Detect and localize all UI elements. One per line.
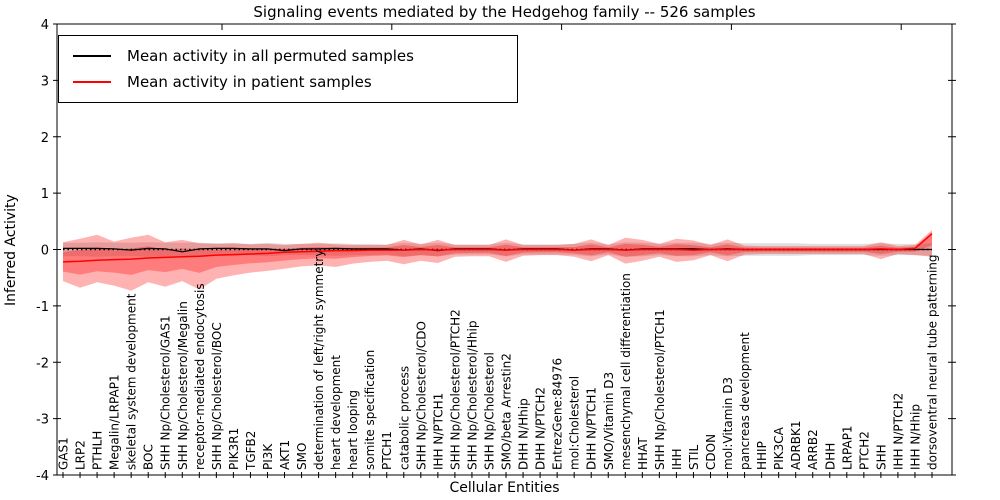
svg-text:IHH: IHH — [670, 448, 684, 470]
svg-text:SHH Np/Cholesterol: SHH Np/Cholesterol — [482, 352, 496, 470]
svg-text:skeletal system development: skeletal system development — [125, 293, 139, 470]
svg-text:ADRBK1: ADRBK1 — [789, 420, 803, 470]
svg-text:TGFB2: TGFB2 — [244, 431, 258, 471]
svg-text:DHH: DHH — [823, 443, 837, 470]
svg-text:LRP2: LRP2 — [74, 440, 88, 470]
svg-text:SHH Np/Cholesterol/GAS1: SHH Np/Cholesterol/GAS1 — [159, 315, 173, 470]
svg-text:-2: -2 — [36, 356, 49, 371]
svg-text:dorsoventral neural tube patte: dorsoventral neural tube patterning — [926, 254, 940, 470]
svg-text:heart looping: heart looping — [346, 390, 360, 470]
svg-text:2: 2 — [41, 131, 49, 146]
svg-text:SHH Np/Cholesterol/CDO: SHH Np/Cholesterol/CDO — [414, 321, 428, 470]
svg-text:SHH: SHH — [874, 444, 888, 470]
svg-text:SHH Np/Cholesterol/BOC: SHH Np/Cholesterol/BOC — [210, 322, 224, 470]
svg-text:SHH Np/Cholesterol/Hhip: SHH Np/Cholesterol/Hhip — [465, 321, 479, 470]
svg-text:pancreas development: pancreas development — [738, 332, 752, 470]
svg-text:GAS1: GAS1 — [57, 437, 71, 470]
svg-text:STIL: STIL — [687, 445, 701, 470]
svg-text:IHH N/PTCH1: IHH N/PTCH1 — [431, 393, 445, 470]
svg-text:-3: -3 — [36, 413, 49, 428]
svg-text:receptor-mediated endocytosis: receptor-mediated endocytosis — [193, 283, 207, 470]
svg-text:LRPAP1: LRPAP1 — [840, 425, 854, 470]
patient-line-swatch — [73, 81, 111, 83]
legend-item-patient: Mean activity in patient samples — [73, 69, 503, 95]
svg-text:PIK3CA: PIK3CA — [772, 426, 786, 470]
svg-text:BOC: BOC — [142, 444, 156, 470]
svg-text:mesenchymal cell differentiati: mesenchymal cell differentiation — [619, 273, 633, 470]
svg-text:0: 0 — [41, 244, 49, 259]
svg-text:DHH N/Hhip: DHH N/Hhip — [517, 398, 531, 470]
svg-text:PI3K: PI3K — [261, 443, 275, 470]
legend-item-permuted: Mean activity in all permuted samples — [73, 43, 503, 69]
svg-text:SMO: SMO — [295, 443, 309, 470]
svg-text:IHH N/Hhip: IHH N/Hhip — [908, 404, 922, 470]
svg-text:DHH N/PTCH1: DHH N/PTCH1 — [585, 387, 599, 470]
svg-text:SMO/Vitamin D3: SMO/Vitamin D3 — [602, 372, 616, 470]
svg-text:AKT1: AKT1 — [278, 440, 292, 470]
x-axis-label: Cellular Entities — [449, 480, 560, 496]
svg-text:Megalin/LRPAP1: Megalin/LRPAP1 — [108, 374, 122, 470]
svg-text:-1: -1 — [36, 300, 49, 315]
svg-text:-4: -4 — [36, 469, 49, 484]
legend-label-patient: Mean activity in patient samples — [127, 73, 372, 91]
svg-text:HHAT: HHAT — [636, 437, 650, 470]
svg-text:SMO/beta Arrestin2: SMO/beta Arrestin2 — [500, 353, 514, 470]
svg-text:PTCH2: PTCH2 — [857, 431, 871, 470]
svg-text:1: 1 — [41, 187, 49, 202]
svg-text:HHIP: HHIP — [755, 441, 769, 470]
svg-text:SHH Np/Cholesterol/PTCH2: SHH Np/Cholesterol/PTCH2 — [448, 309, 462, 470]
svg-text:IHH N/PTCH2: IHH N/PTCH2 — [891, 393, 905, 470]
svg-text:mol:Vitamin D3: mol:Vitamin D3 — [721, 377, 735, 470]
svg-text:PIK3R1: PIK3R1 — [227, 428, 241, 470]
y-axis-label: Inferred Activity — [3, 194, 19, 306]
svg-text:PTHLH: PTHLH — [91, 431, 105, 470]
svg-text:4: 4 — [41, 18, 49, 33]
legend: Mean activity in all permuted samples Me… — [58, 35, 518, 103]
svg-text:DHH N/PTCH2: DHH N/PTCH2 — [534, 387, 548, 470]
svg-text:determination of left/right sy: determination of left/right symmetry — [312, 250, 326, 470]
svg-text:SHH Np/Cholesterol/Megalin: SHH Np/Cholesterol/Megalin — [176, 301, 190, 470]
svg-text:PTCH1: PTCH1 — [380, 431, 394, 470]
svg-text:heart development: heart development — [329, 355, 343, 470]
svg-text:SHH Np/Cholesterol/PTCH1: SHH Np/Cholesterol/PTCH1 — [653, 309, 667, 470]
chart-title: Signaling events mediated by the Hedgeho… — [253, 3, 756, 21]
svg-text:CDON: CDON — [704, 434, 718, 470]
svg-text:3: 3 — [41, 74, 49, 89]
svg-text:mol:Cholesterol: mol:Cholesterol — [568, 376, 582, 470]
legend-label-permuted: Mean activity in all permuted samples — [127, 47, 414, 65]
svg-text:EntrezGene:84976: EntrezGene:84976 — [551, 358, 565, 470]
svg-text:ARRB2: ARRB2 — [806, 429, 820, 470]
svg-text:catabolic process: catabolic process — [397, 366, 411, 470]
permuted-line-swatch — [73, 55, 111, 57]
svg-text:somite specification: somite specification — [363, 350, 377, 470]
